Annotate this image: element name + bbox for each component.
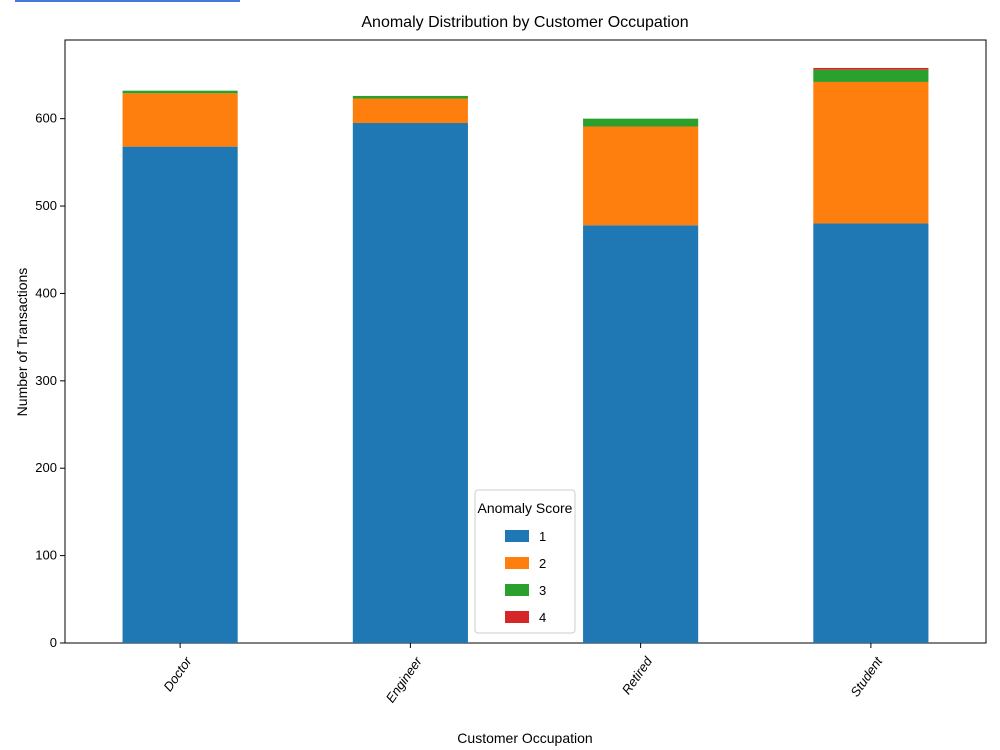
x-tick-label: Engineer (383, 654, 426, 706)
bar-student-score-4 (813, 67, 929, 70)
bar-student-score-1 (813, 223, 929, 644)
legend-label-1: 1 (539, 529, 546, 544)
bar-doctor-score-3 (122, 90, 238, 94)
bar-engineer-score-3 (352, 95, 468, 99)
y-tick-label: 400 (35, 285, 57, 300)
bar-engineer-score-2 (352, 98, 468, 124)
y-tick-label: 200 (35, 460, 57, 475)
top-link-underline (15, 0, 240, 2)
y-tick-label: 0 (50, 635, 57, 650)
bar-retired-score-3 (583, 118, 699, 127)
bar-engineer-score-1 (352, 123, 468, 644)
chart-title: Anomaly Distribution by Customer Occupat… (361, 14, 688, 31)
bar-student-score-3 (813, 69, 929, 82)
bars (122, 67, 929, 644)
legend-swatch-4 (505, 611, 529, 623)
plot-frame (64, 39, 987, 644)
y-tick-label: 300 (35, 373, 57, 388)
x-axis-label: Customer Occupation (457, 730, 592, 746)
bar-retired-score-1 (583, 225, 699, 643)
bar-student-score-2 (813, 81, 929, 224)
y-tick-label: 600 (35, 111, 57, 126)
legend-swatch-1 (505, 530, 529, 542)
legend-label-4: 4 (539, 610, 546, 625)
y-tick-label: 500 (35, 198, 57, 213)
legend-title: Anomaly Score (478, 500, 573, 516)
legend-label-2: 2 (539, 556, 546, 571)
x-tick-label: Doctor (160, 654, 195, 695)
bar-retired-score-2 (583, 126, 699, 226)
y-axis-label: Number of Transactions (14, 268, 30, 417)
y-tick-label: 100 (35, 548, 57, 563)
bar-doctor-score-2 (122, 93, 238, 147)
x-tick-label: Student (847, 653, 886, 699)
legend-swatch-2 (505, 557, 529, 569)
x-tick-label: Retired (619, 653, 656, 697)
legend-swatch-3 (505, 584, 529, 596)
legend-label-3: 3 (539, 583, 546, 598)
bar-doctor-score-1 (122, 146, 238, 644)
legend: Anomaly Score 1 2 3 4 (474, 489, 576, 634)
